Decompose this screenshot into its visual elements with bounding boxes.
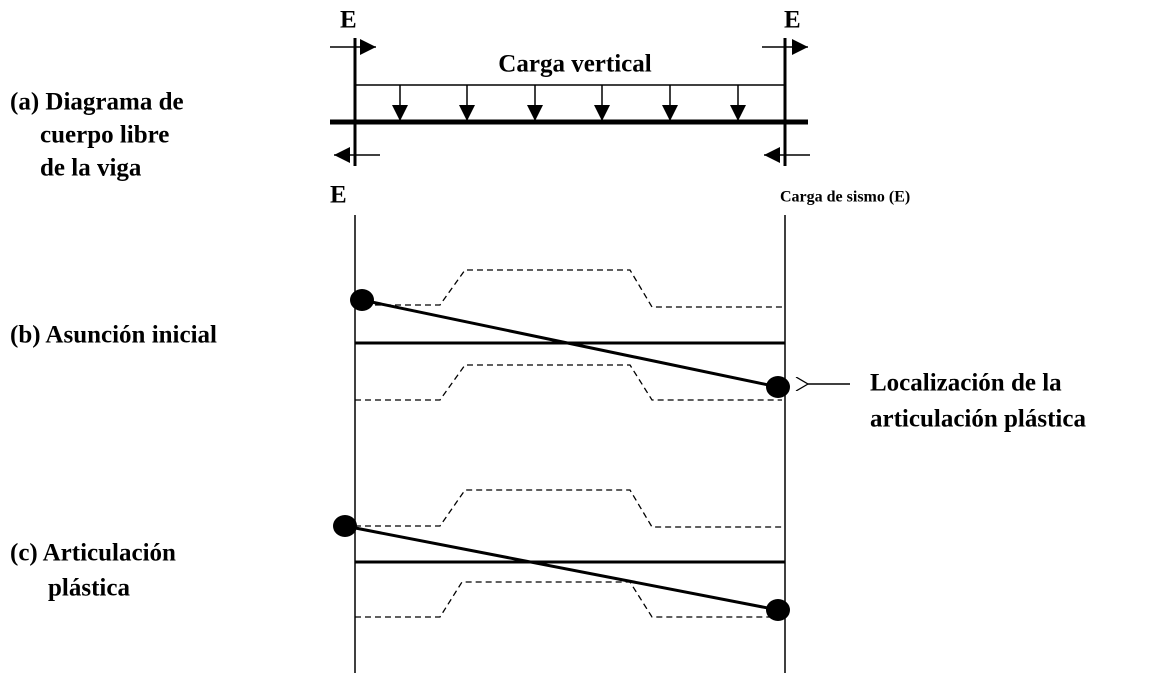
panel-label: (c) Articulación xyxy=(10,540,176,567)
panel-label: (a) Diagrama de xyxy=(10,89,184,116)
seismic-label: Carga de sismo (E) xyxy=(780,189,910,206)
force-label: E xyxy=(340,7,357,34)
moment-diagram-c xyxy=(333,489,790,621)
force-label: E xyxy=(784,7,801,34)
load-label: Carga vertical xyxy=(498,51,651,78)
panel-label: cuerpo libre xyxy=(40,122,169,149)
force-label: E xyxy=(330,182,347,209)
moment-diagram-b xyxy=(350,269,850,401)
annotation: articulación plástica xyxy=(870,406,1086,433)
panel-label: de la viga xyxy=(40,155,142,182)
panel-label: plástica xyxy=(48,575,130,602)
annotation: Localización de la xyxy=(870,370,1062,397)
free-body-diagram xyxy=(330,38,810,166)
panel-label: (b) Asunción inicial xyxy=(10,322,217,349)
